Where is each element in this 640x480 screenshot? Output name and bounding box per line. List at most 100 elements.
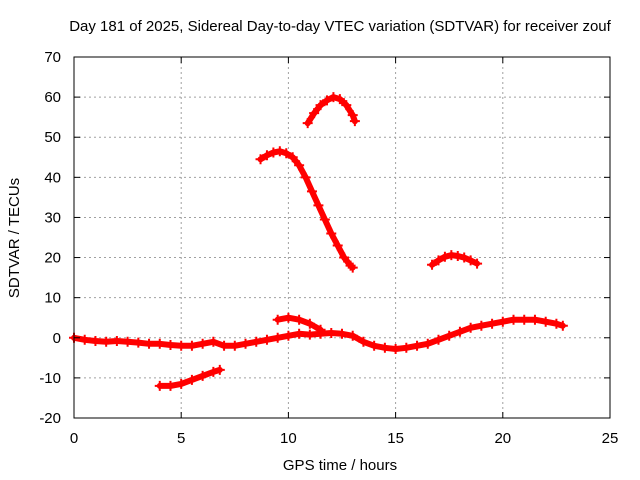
data-point xyxy=(197,370,208,381)
data-point xyxy=(176,378,187,389)
data-point xyxy=(412,340,423,351)
data-point xyxy=(334,94,345,105)
data-point xyxy=(332,240,343,251)
data-point xyxy=(369,340,380,351)
series-track-c xyxy=(255,146,358,273)
grid-lines xyxy=(74,57,610,418)
x-tick-label: 20 xyxy=(494,430,511,447)
data-point xyxy=(540,316,551,327)
y-tick-label: 30 xyxy=(44,209,61,226)
data-point xyxy=(79,334,90,345)
data-point xyxy=(219,340,230,351)
x-tick-label: 10 xyxy=(280,430,297,447)
data-point xyxy=(401,342,412,353)
data-point xyxy=(186,340,197,351)
data-point xyxy=(261,334,272,345)
data-point xyxy=(326,228,337,239)
series-track-d xyxy=(302,92,360,129)
data-point xyxy=(476,320,487,331)
data-point xyxy=(165,339,176,350)
data-point xyxy=(300,172,311,183)
data-point xyxy=(319,214,330,225)
data-point xyxy=(302,118,313,129)
data-point xyxy=(240,338,251,349)
y-tick-label: 0 xyxy=(53,330,61,347)
x-axis-label: GPS time / hours xyxy=(283,457,397,474)
x-tick-label: 15 xyxy=(387,430,404,447)
data-point xyxy=(283,330,294,341)
data-point xyxy=(390,344,401,355)
data-point xyxy=(427,259,438,270)
data-point xyxy=(122,336,133,347)
data-point xyxy=(255,154,266,165)
data-point xyxy=(347,262,358,273)
data-point xyxy=(306,186,317,197)
data-point xyxy=(459,252,470,263)
y-tick-label: -10 xyxy=(39,370,61,387)
data-point xyxy=(529,314,540,325)
y-tick-label: 70 xyxy=(44,49,61,66)
data-point xyxy=(186,374,197,385)
data-point xyxy=(251,336,262,347)
data-point xyxy=(465,255,476,266)
series-track-e xyxy=(427,250,483,270)
data-point xyxy=(519,314,530,325)
data-point xyxy=(465,322,476,333)
data-point xyxy=(433,255,444,266)
data-point xyxy=(133,337,144,348)
data-point xyxy=(272,332,283,343)
data-point xyxy=(144,338,155,349)
series-track-baseline xyxy=(69,314,568,355)
data-point xyxy=(154,380,165,391)
y-tick-label: 60 xyxy=(44,89,61,106)
y-tick-label: 50 xyxy=(44,129,61,146)
series-track-b xyxy=(272,312,326,335)
data-point xyxy=(313,200,324,211)
data-point xyxy=(454,326,465,337)
x-tick-label: 5 xyxy=(177,430,185,447)
data-point xyxy=(165,380,176,391)
data-point xyxy=(208,336,219,347)
data-point xyxy=(341,100,352,111)
data-point xyxy=(281,148,292,159)
data-point xyxy=(214,364,225,375)
data-point xyxy=(90,335,101,346)
data-point xyxy=(349,116,360,127)
data-point xyxy=(337,328,347,339)
x-tick-label: 25 xyxy=(602,430,619,447)
data-point xyxy=(339,252,350,263)
x-tick-label: 0 xyxy=(70,430,78,447)
data-point xyxy=(347,330,358,341)
y-tick-label: 40 xyxy=(44,169,61,186)
chart-title: Day 181 of 2025, Sidereal Day-to-day VTE… xyxy=(69,18,611,35)
data-point xyxy=(328,92,339,103)
data-point xyxy=(272,314,283,325)
data-point xyxy=(111,335,122,346)
data-point xyxy=(422,338,433,349)
data-point xyxy=(557,320,568,331)
data-point xyxy=(101,336,112,347)
data-point xyxy=(274,146,285,157)
data-point xyxy=(315,100,326,111)
y-axis-label: SDTVAR / TECUs xyxy=(6,178,23,298)
data-point xyxy=(309,108,320,119)
data-point xyxy=(268,147,279,158)
axis-ticks xyxy=(73,56,611,419)
data-point xyxy=(452,250,463,261)
data-point xyxy=(294,160,305,171)
data-point xyxy=(287,152,298,163)
plot-frame xyxy=(73,56,611,419)
y-tick-label: 10 xyxy=(44,290,61,307)
data-point xyxy=(283,312,294,323)
data-point xyxy=(379,342,390,353)
data-series-layer xyxy=(69,92,568,391)
data-point xyxy=(229,340,240,351)
data-point xyxy=(326,327,337,338)
data-point xyxy=(347,110,358,121)
y-tick-labels: -20 -10 0 10 20 30 40 50 60 70 xyxy=(39,49,61,427)
data-point xyxy=(304,329,315,340)
data-point xyxy=(551,318,562,329)
data-point xyxy=(508,314,519,325)
data-point xyxy=(433,334,444,345)
